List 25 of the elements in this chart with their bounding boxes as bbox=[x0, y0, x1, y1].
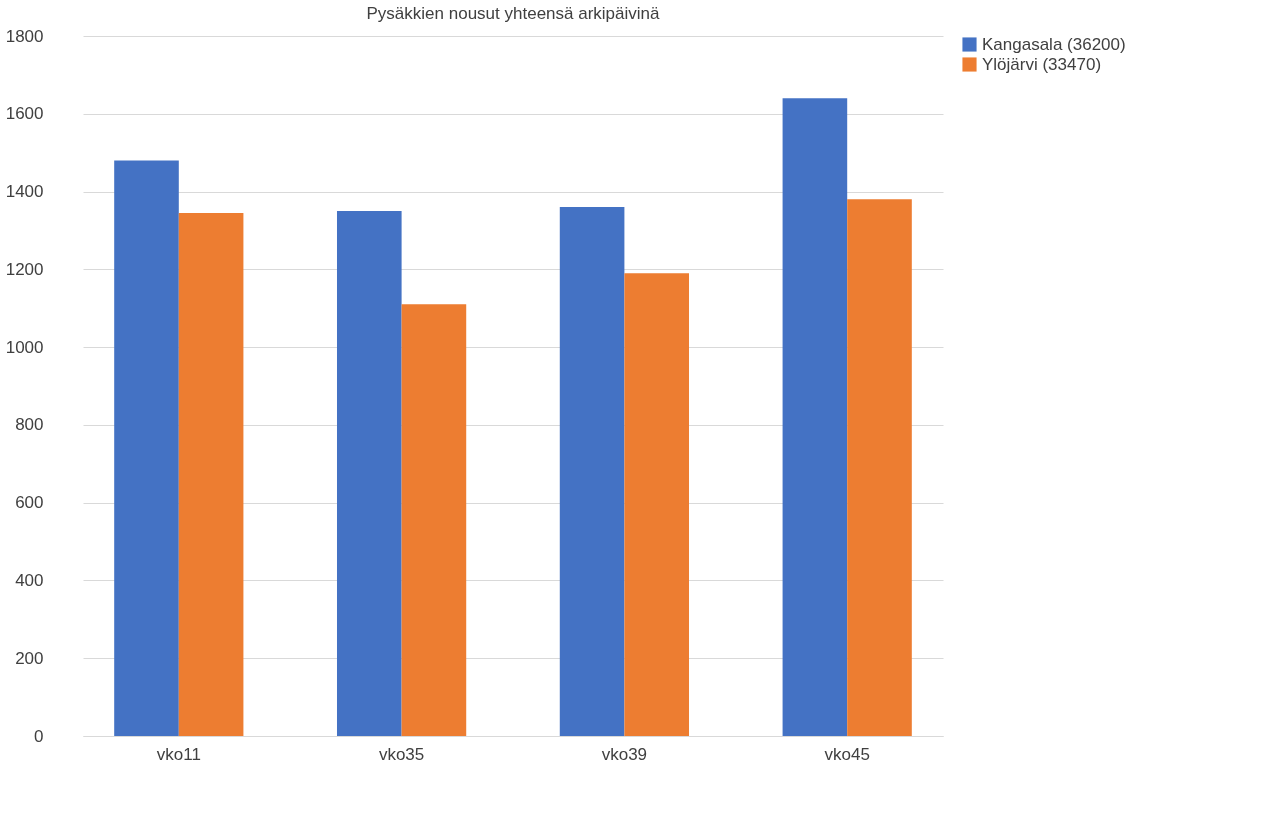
legend-label: Kangasala (36200) bbox=[982, 34, 1126, 54]
x-tick-label: vko45 bbox=[824, 744, 870, 764]
y-tick-label: 600 bbox=[15, 493, 44, 513]
bar bbox=[178, 212, 244, 736]
chart-title: Pysäkkien nousut yhteensä arkipäivinä bbox=[366, 4, 661, 23]
bar bbox=[782, 98, 848, 736]
y-tick-label: 1400 bbox=[5, 182, 44, 202]
y-tick-label: 1000 bbox=[5, 337, 44, 357]
bar bbox=[624, 273, 690, 736]
bar bbox=[114, 160, 179, 736]
bar bbox=[336, 211, 402, 736]
bar bbox=[559, 207, 625, 736]
y-tick-label: 1600 bbox=[5, 104, 44, 124]
legend-label: Ylöjärvi (33470) bbox=[982, 54, 1102, 74]
bar bbox=[847, 199, 912, 736]
x-tick-label: vko35 bbox=[378, 744, 425, 764]
bar bbox=[401, 304, 467, 736]
y-tick-label: 800 bbox=[15, 415, 44, 435]
x-tick-label: vko39 bbox=[601, 744, 648, 764]
y-tick-label: 1800 bbox=[5, 26, 44, 46]
x-tick-label: vko11 bbox=[156, 744, 201, 764]
y-tick-label: 1200 bbox=[5, 259, 44, 279]
y-tick-label: 200 bbox=[15, 648, 44, 668]
y-tick-label: 400 bbox=[15, 570, 44, 590]
y-tick-label: 0 bbox=[34, 726, 44, 746]
